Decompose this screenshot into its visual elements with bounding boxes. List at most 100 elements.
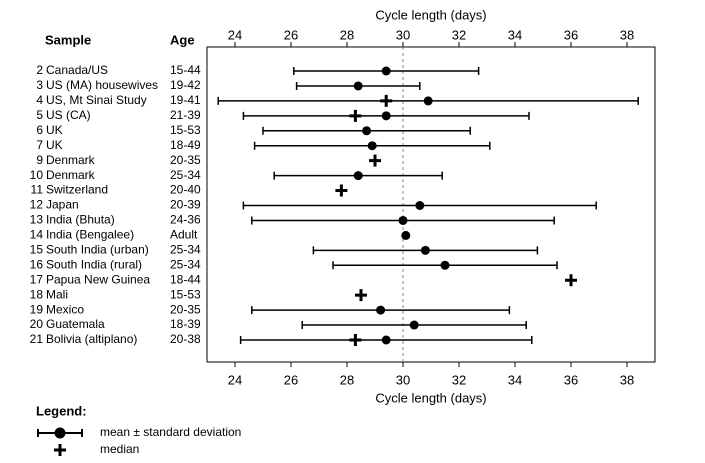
legend-title: Legend:: [36, 403, 87, 418]
median-marker: [369, 154, 381, 167]
x-tick-label-top: 26: [284, 27, 298, 42]
row-age: 15-44: [170, 63, 201, 77]
row-name: US (MA) housewives: [46, 78, 158, 92]
mean-dot: [398, 215, 408, 225]
x-tick-label-top: 32: [452, 27, 466, 42]
row-id: 19: [30, 302, 44, 316]
row-name: US (CA): [46, 108, 91, 122]
x-axis-title-top: Cycle length (days): [375, 7, 486, 22]
mean-dot: [381, 111, 391, 121]
median-marker: [335, 184, 348, 197]
x-tick-label-bottom: 24: [228, 372, 242, 387]
row-name: India (Bhuta): [46, 213, 115, 227]
row-id: 14: [30, 228, 44, 242]
mean-dot: [353, 81, 363, 91]
x-axis-title-bottom: Cycle length (days): [375, 390, 486, 405]
row-id: 15: [30, 243, 44, 257]
row-name: South India (rural): [46, 257, 142, 271]
median-marker: [565, 274, 577, 287]
median-marker: [380, 94, 393, 107]
row-name: Denmark: [46, 153, 96, 167]
mean-dot: [420, 245, 430, 255]
row-id: 5: [36, 108, 43, 122]
row-name: India (Bengalee): [46, 228, 134, 242]
row-age: 20-35: [170, 153, 201, 167]
row-name: Denmark: [46, 168, 96, 182]
row-id: 11: [31, 183, 44, 197]
row-age: 18-39: [170, 317, 201, 331]
row-age: 25-34: [170, 243, 201, 257]
mean-dot: [409, 320, 419, 330]
row-age: 18-49: [170, 138, 201, 152]
age-header: Age: [170, 32, 195, 47]
row-id: 12: [30, 198, 44, 212]
x-tick-label-top: 34: [508, 27, 522, 42]
row-id: 10: [30, 168, 44, 182]
mean-dot: [362, 126, 372, 136]
x-tick-label-top: 38: [620, 27, 634, 42]
mean-dot: [381, 335, 391, 345]
row-name: Bolivia (altiplano): [46, 332, 137, 346]
row-age: 19-41: [170, 93, 201, 107]
row-id: 21: [30, 332, 44, 346]
row-id: 18: [30, 287, 44, 301]
sample-header: Sample: [45, 32, 91, 47]
x-tick-label-top: 24: [228, 27, 242, 42]
row-name: UK: [46, 138, 63, 152]
row-id: 4: [36, 93, 43, 107]
row-id: 3: [36, 78, 43, 92]
row-name: South India (urban): [46, 243, 149, 257]
x-tick-label-bottom: 36: [564, 372, 578, 387]
row-age: 25-34: [170, 257, 201, 271]
row-age: 20-39: [170, 198, 201, 212]
mean-dot: [367, 141, 377, 151]
row-age: 25-34: [170, 168, 201, 182]
row-name: Canada/US: [46, 63, 108, 77]
row-age: 20-40: [170, 183, 201, 197]
mean-dot: [440, 260, 450, 270]
row-id: 2: [36, 63, 43, 77]
row-age: Adult: [170, 228, 198, 242]
row-name: Guatemala: [46, 317, 105, 331]
x-tick-label-top: 28: [340, 27, 354, 42]
row-id: 9: [36, 153, 43, 167]
mean-dot: [376, 305, 386, 315]
median-marker: [355, 289, 367, 302]
row-id: 13: [30, 213, 44, 227]
row-name: Switzerland: [46, 183, 108, 197]
x-tick-label-bottom: 34: [508, 372, 522, 387]
row-id: 16: [30, 257, 44, 271]
row-age: 19-42: [170, 78, 201, 92]
row-name: Japan: [46, 198, 79, 212]
legend-median: median: [100, 442, 139, 456]
row-age: 20-38: [170, 332, 201, 346]
row-age: 15-53: [170, 123, 201, 137]
x-tick-label-bottom: 32: [452, 372, 466, 387]
row-age: 20-35: [170, 302, 201, 316]
row-age: 15-53: [170, 287, 201, 301]
median-marker: [349, 109, 362, 122]
x-tick-label-bottom: 30: [396, 372, 410, 387]
row-id: 7: [36, 138, 43, 152]
row-name: US, Mt Sinai Study: [46, 93, 147, 107]
mean-dot: [381, 66, 391, 76]
plot-frame: [206, 46, 656, 363]
row-name: Mexico: [46, 302, 84, 316]
mean-dot: [415, 201, 425, 210]
median-marker: [349, 334, 362, 346]
x-tick-label-top: 30: [396, 27, 410, 42]
x-tick-label-bottom: 26: [284, 372, 298, 387]
x-tick-label-bottom: 28: [340, 372, 354, 387]
row-name: UK: [46, 123, 63, 137]
row-name: Papua New Guinea: [46, 272, 150, 286]
row-id: 20: [30, 317, 44, 331]
mean-dot: [353, 171, 363, 181]
row-age: 18-44: [170, 272, 201, 286]
row-age: 21-39: [170, 108, 201, 122]
legend-mean-sd: mean ± standard deviation: [100, 425, 241, 439]
row-id: 17: [30, 272, 44, 286]
mean-dot: [401, 230, 411, 240]
legend-median-symbol: [54, 444, 66, 456]
row-name: Mali: [46, 287, 68, 301]
